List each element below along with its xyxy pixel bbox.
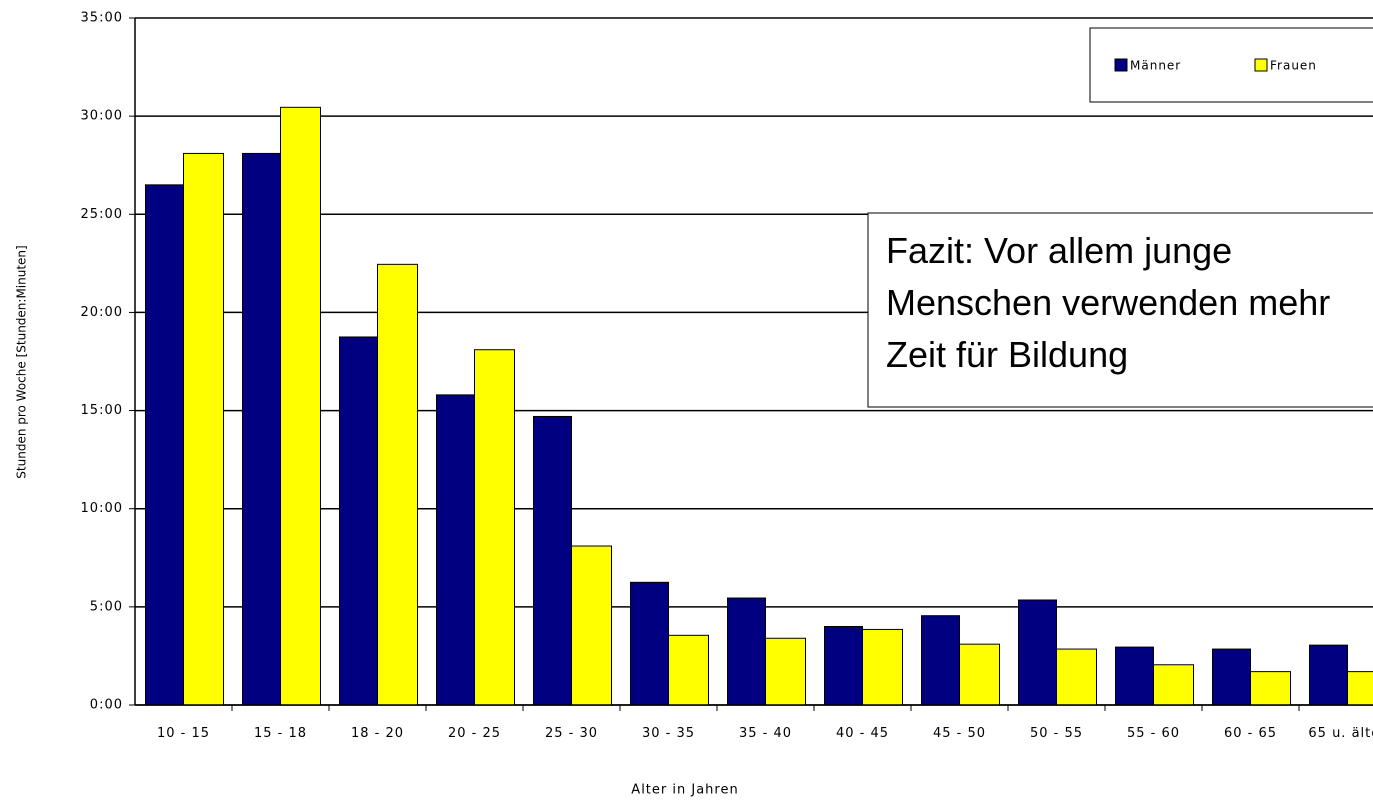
x-tick-label: 25 - 30 [544,726,599,741]
legend-swatch [1254,58,1268,72]
bar [765,637,806,706]
x-tick-label: 15 - 18 [253,726,308,741]
y-tick-label: 5:00 [90,599,123,614]
y-tick-label: 35:00 [81,11,123,26]
bar [571,545,612,706]
x-tick-label-box: 50 - 55 [1029,726,1084,741]
bar [1153,664,1194,706]
x-tick-label-box: 60 - 65 [1223,726,1278,741]
annotation-box [867,212,1373,408]
bar [1115,646,1154,706]
legend-box [1089,27,1373,103]
bar [921,615,960,706]
bar [1250,671,1291,706]
bar [630,581,669,706]
annotation: Fazit: Vor allem junge Menschen verwende… [886,230,1331,375]
bar [1347,671,1373,706]
bar [533,415,572,706]
legend-label: Männer [1130,59,1181,73]
x-tick-label: 45 - 50 [932,726,987,741]
x-tick-label: 10 - 15 [156,726,211,741]
bar [668,634,709,706]
legend-swatch [1114,58,1128,72]
bar [377,263,418,706]
x-tick-label: 20 - 25 [447,726,502,741]
y-tick-label: 25:00 [81,207,123,222]
bar [727,597,766,706]
y-tick-label: 30:00 [81,109,123,124]
bar [1018,599,1057,706]
y-axis-label: Stunden pro Woche [Stunden:Minuten] [15,245,29,478]
x-tick-label: 30 - 35 [641,726,696,741]
y-tick-label: 0:00 [90,698,123,713]
y-tick-label: 10:00 [81,501,123,516]
x-tick-label-box: 55 - 60 [1126,726,1181,741]
x-tick-label-box: 45 - 50 [932,726,987,741]
x-tick-label: 18 - 20 [350,726,405,741]
bar [436,394,475,706]
bar [474,349,515,706]
legend-label: Frauen [1270,59,1317,73]
x-tick-label-box: 15 - 18 [253,726,308,741]
x-axis-label: Alter in Jahren [631,783,738,798]
y-tick-label: 15:00 [81,403,123,418]
x-tick-label: 40 - 45 [835,726,890,741]
bar [959,643,1000,706]
bar [280,106,321,706]
x-tick-label-box: 10 - 15 [156,726,211,741]
bar [183,152,224,706]
x-tick-label-box: 18 - 20 [350,726,405,741]
bar [145,184,184,706]
x-tick-label-box: 25 - 30 [544,726,599,741]
x-tick-label: 65 u. älter [1308,726,1373,741]
bar [1309,644,1348,706]
x-tick-label-box: 35 - 40 [738,726,793,741]
x-tick-label-box: 40 - 45 [835,726,890,741]
x-tick-label-box: 20 - 25 [447,726,502,741]
annotation-container: Fazit: Vor allem junge Menschen verwende… [886,230,1331,375]
bar [242,152,281,706]
bar [1056,648,1097,706]
x-tick-label-box: 30 - 35 [641,726,696,741]
y-tick-label: 20:00 [81,305,123,320]
bar [824,625,863,706]
bar [1212,648,1251,706]
x-tick-label: 60 - 65 [1223,726,1278,741]
x-tick-label: 50 - 55 [1029,726,1084,741]
x-tick-label: 55 - 60 [1126,726,1181,741]
bar [862,628,903,706]
x-tick-label-box: 65 u. älter [1308,726,1373,741]
x-tick-label: 35 - 40 [738,726,793,741]
bar [339,336,378,706]
